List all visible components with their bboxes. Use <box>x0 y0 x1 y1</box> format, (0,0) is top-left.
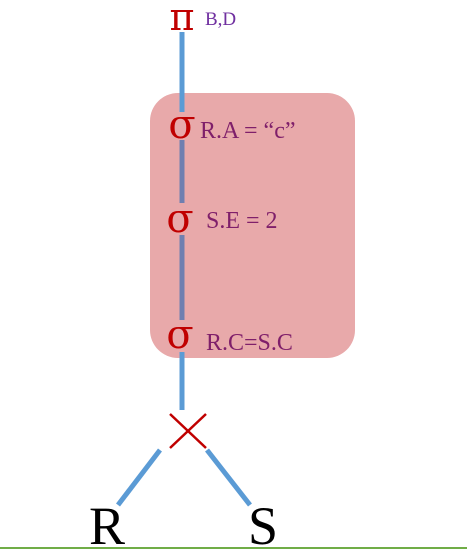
selection-symbol-1: σ <box>168 102 195 148</box>
relation-r: R <box>89 496 125 551</box>
edge-join-to-r <box>116 448 162 507</box>
selection-symbol-2: σ <box>166 196 193 242</box>
selection-symbol-3: σ <box>166 312 193 358</box>
selection-condition-2: S.E = 2 <box>206 208 278 234</box>
projection-attributes: B,D <box>205 9 236 30</box>
relation-s: S <box>248 496 278 551</box>
selection-condition-1: R.A = “c” <box>200 118 296 144</box>
selection-condition-3: R.C=S.C <box>206 330 293 356</box>
join-cross-icon <box>169 413 207 449</box>
edge-join-to-s <box>205 448 252 507</box>
selection-group-highlight <box>150 93 355 358</box>
projection-symbol: π <box>170 0 195 39</box>
